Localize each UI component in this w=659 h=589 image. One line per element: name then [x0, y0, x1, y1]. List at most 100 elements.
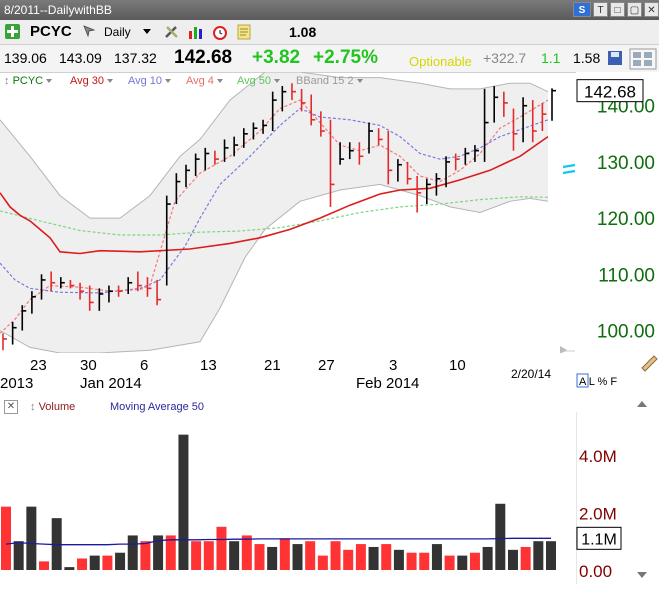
price-marker-icon: [562, 163, 576, 175]
restore-icon[interactable]: □: [610, 2, 625, 17]
low-price: 137.32: [114, 50, 157, 66]
volume-bar: [520, 546, 531, 570]
date-tick: 10: [449, 357, 466, 374]
date-axis: 23 30 6 13 21 27 3 10 2013 Jan 2014 Feb …: [0, 353, 576, 397]
price-legend: ↕ PCYC Avg 30 Avg 10 Avg 4 Avg 50 BBand …: [0, 72, 580, 90]
price-change-pct: +2.75%: [313, 47, 378, 68]
legend-avg50[interactable]: Avg 50: [237, 75, 281, 87]
price-change: +3.82: [252, 47, 301, 68]
volume-bar: [13, 541, 24, 570]
volume-bar: [191, 541, 202, 570]
ohlc-bar: [483, 88, 489, 162]
chevron-down-icon: [107, 79, 114, 84]
volume-bar: [305, 541, 316, 570]
date-tick: 13: [200, 357, 217, 374]
grid-menu-icon[interactable]: [629, 48, 657, 70]
ohlc-bar: [50, 271, 56, 292]
volume-bar: [77, 558, 88, 570]
bollinger-band-fill: [0, 72, 548, 353]
ohlc-bar: [397, 159, 402, 182]
toolbar-value: 1.08: [289, 24, 317, 40]
scroll-down-icon: [637, 572, 647, 578]
ohlc-bar: [175, 173, 181, 205]
save-icon[interactable]: [607, 50, 623, 66]
ohlc-bar: [233, 136, 239, 157]
volume-chart[interactable]: [0, 416, 576, 584]
ohlc-bar: [252, 122, 258, 140]
ohlc-bar: [464, 147, 470, 165]
price-chart[interactable]: [0, 72, 576, 353]
auto-scale-button: [576, 373, 589, 388]
date-tick: 3: [389, 357, 398, 374]
pointer-icon[interactable]: [82, 24, 96, 38]
ohlc-bar: [21, 305, 27, 331]
volume-bar: [393, 549, 404, 570]
volume-legend: ✕ ↕ Volume Moving Average 50: [0, 398, 576, 416]
bollinger-lower-line: [0, 183, 549, 353]
close-icon[interactable]: ✕: [644, 2, 659, 17]
s-menu-button[interactable]: S: [573, 2, 591, 17]
ohlc-bar: [11, 322, 17, 345]
ohlc-bar: [79, 282, 85, 300]
volume-bar: [469, 552, 480, 570]
volume-bar: [431, 544, 442, 570]
period-select[interactable]: Daily: [104, 25, 131, 39]
ohlc-bar: [329, 119, 335, 207]
wrench-pencil-icon[interactable]: [163, 23, 181, 41]
ohlc-bar: [88, 285, 94, 311]
legend-symbol[interactable]: ↕ PCYC: [4, 75, 53, 87]
volume-bar: [368, 546, 379, 570]
legend-bband[interactable]: BBand 15 2: [296, 75, 363, 87]
ohlc-bar: [493, 86, 499, 123]
right-axis-panel: 100.00 110.00 120.00 130.00 140.00 142.68 A L …: [575, 72, 659, 584]
add-symbol-icon[interactable]: [4, 23, 21, 40]
window-titlebar: 8/2011--DailywithBB S T □ ▢ ✕: [0, 0, 659, 20]
quote-bar: 139.06 143.09 137.32 142.68 +3.82 +2.75%…: [0, 45, 659, 73]
volume-bar: [381, 544, 392, 570]
price-axis-label: 130.00: [597, 153, 655, 174]
price-axis-label: 120.00: [597, 209, 655, 230]
volume-axis-label: 2.0M: [579, 504, 617, 523]
volume-bar: [482, 546, 493, 570]
legend-avg10[interactable]: Avg 10: [128, 75, 172, 87]
ohlc-bar: [445, 156, 451, 188]
ohlc-bar: [117, 285, 123, 297]
volume-bar: [254, 544, 265, 570]
ohlc-bar: [146, 277, 152, 297]
chevron-down-icon[interactable]: [143, 29, 151, 34]
ohlc-bar: [454, 153, 460, 171]
volume-bar: [153, 535, 164, 570]
volume-bar: [533, 541, 544, 570]
volume-bar: [507, 549, 518, 570]
ohlc-bar: [522, 97, 528, 143]
ohlc-bar: [551, 88, 556, 121]
ohlc-bar: [377, 128, 383, 146]
maximize-icon[interactable]: ▢: [627, 2, 642, 17]
month-label: Feb 2014: [356, 375, 420, 392]
indicators-icon[interactable]: [187, 23, 205, 41]
chart-toolbar: PCYC Daily 1.08: [0, 20, 659, 45]
high-price: 143.09: [59, 50, 102, 66]
t-menu-button[interactable]: T: [593, 2, 608, 17]
ohlc-bar: [291, 83, 296, 101]
volume-bar: [165, 535, 176, 570]
volume-bar: [39, 561, 50, 570]
alarm-clock-icon[interactable]: [211, 23, 229, 41]
ohlc-bar: [185, 164, 190, 188]
ohlc-bar: [137, 271, 142, 292]
symbol-input[interactable]: PCYC: [30, 23, 72, 40]
ohlc-bar: [406, 161, 412, 185]
last-date-label: 2/20/14: [511, 367, 552, 381]
ohlc-bar: [262, 119, 268, 134]
close-pane-icon[interactable]: ✕: [4, 400, 18, 414]
legend-volume[interactable]: ↕ Volume: [30, 401, 76, 413]
legend-avg30[interactable]: Avg 30: [70, 75, 114, 87]
legend-avg4[interactable]: Avg 4: [186, 75, 223, 87]
ohlc-bar: [40, 274, 46, 300]
avg50-line: [0, 196, 549, 236]
open-price: 139.06: [4, 50, 47, 66]
ohlc-bar: [242, 128, 248, 148]
volume-bar: [317, 555, 328, 570]
legend-moving-average[interactable]: Moving Average 50: [110, 401, 204, 413]
note-icon[interactable]: [235, 23, 253, 41]
